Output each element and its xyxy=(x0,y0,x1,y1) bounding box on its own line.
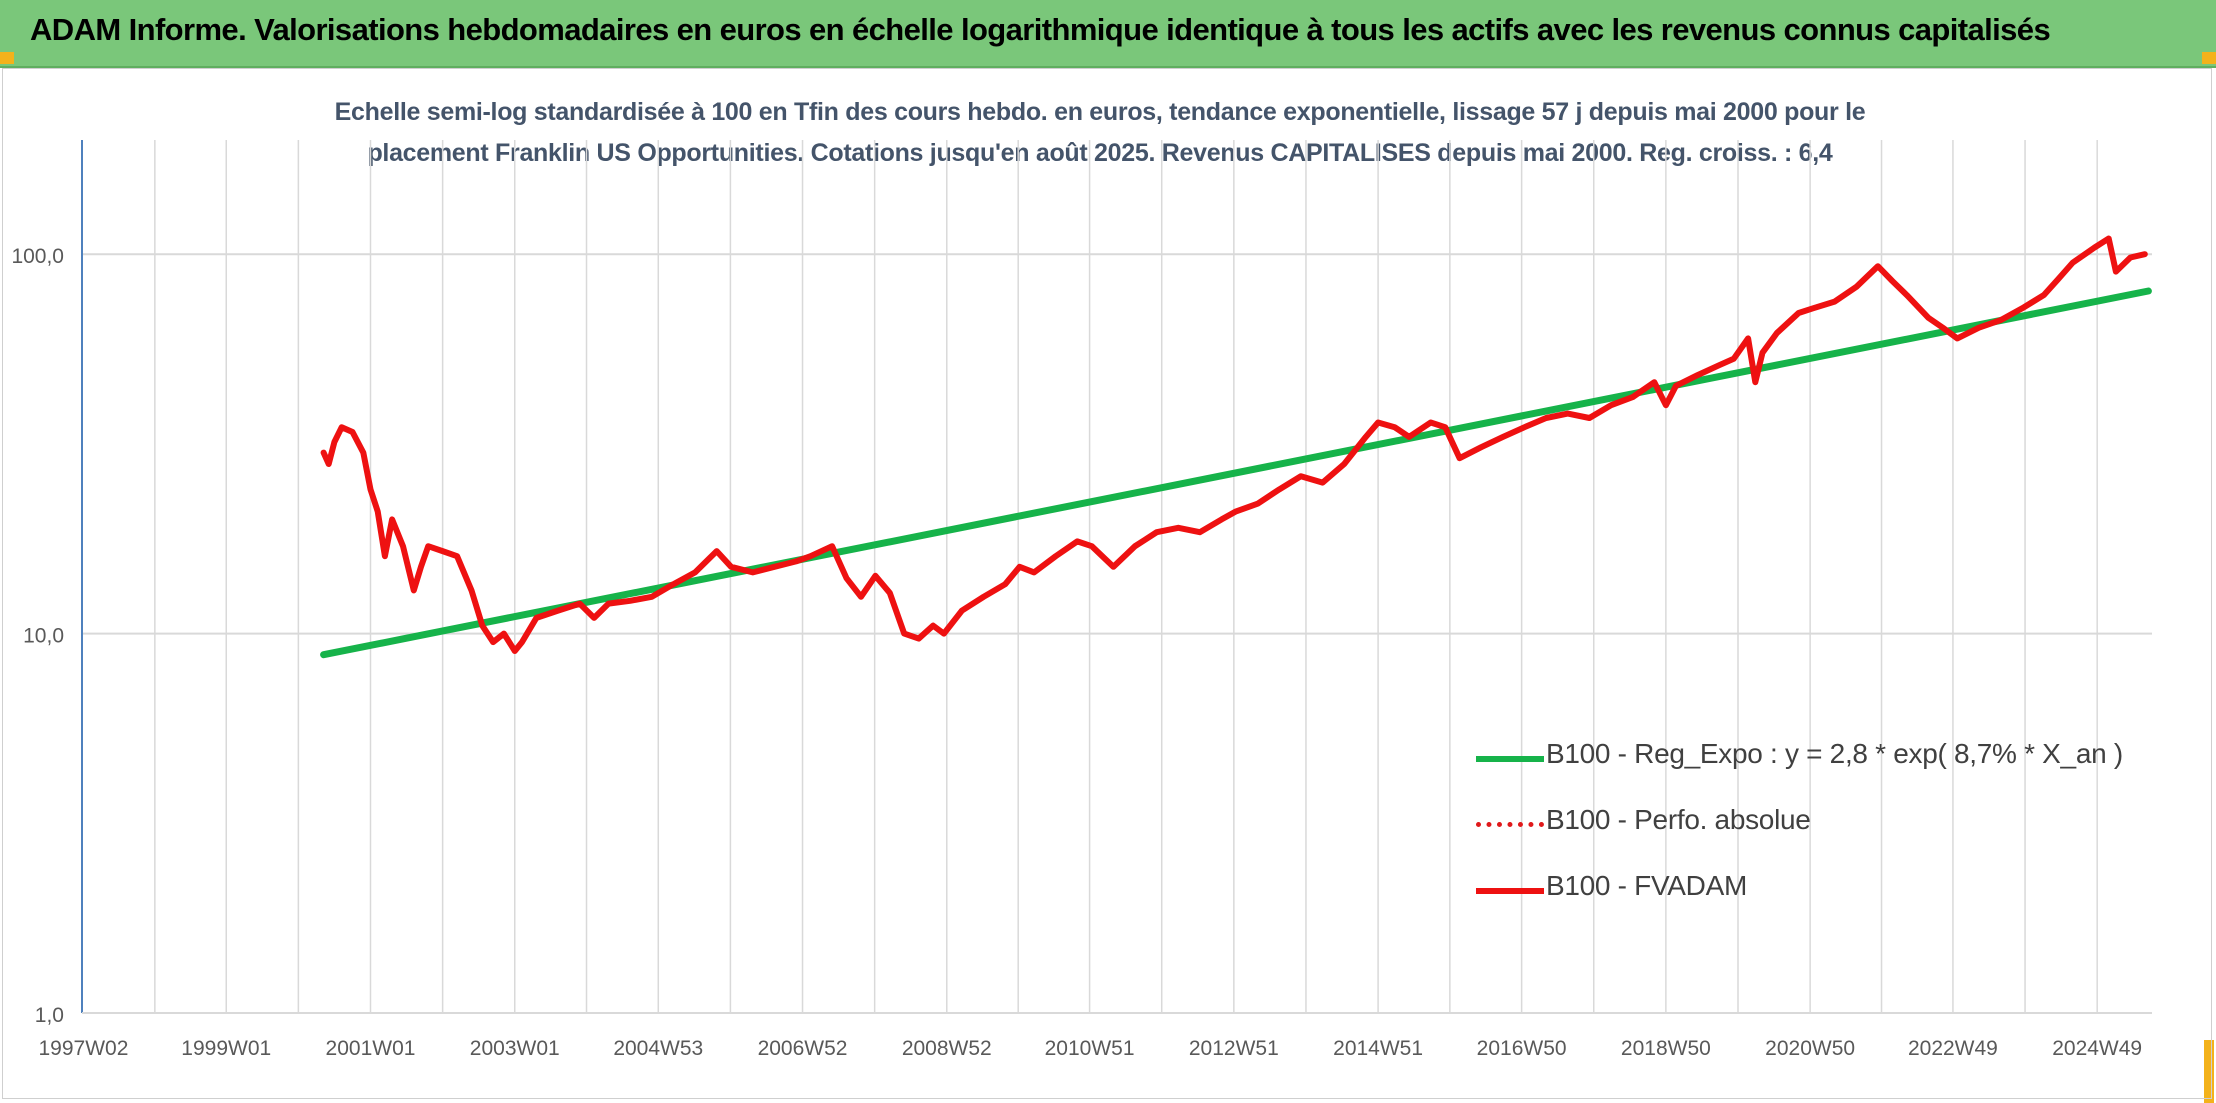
series-line-regression xyxy=(320,287,2152,659)
axis-layer xyxy=(81,140,2152,1014)
x-tick-label: 2004W53 xyxy=(613,1037,703,1060)
chart-title-line-1: Echelle semi-log standardisée à 100 en T… xyxy=(334,98,1866,126)
corner-marker-top-left xyxy=(0,52,14,64)
x-tick-label: 2020W50 xyxy=(1765,1037,1855,1060)
x-tick-label: 2008W52 xyxy=(902,1037,992,1060)
tick-label-layer: 1,0 10,0 100,0 1997W02 1999W01 2001W01 2003W01… xyxy=(11,245,2142,1060)
x-tick-label: 2006W52 xyxy=(758,1037,848,1060)
legend-label-fvadam: B100 - FVADAM xyxy=(1546,870,1747,901)
chart-title: Echelle semi-log standardisée à 100 en T… xyxy=(280,92,1920,174)
x-tick-label: 2010W51 xyxy=(1045,1037,1135,1060)
x-tick-label: 2016W50 xyxy=(1477,1037,1567,1060)
legend-swatch-fvadam xyxy=(1476,888,1544,894)
x-tick-label: 1997W02 xyxy=(38,1037,128,1060)
x-tick-label: 2022W49 xyxy=(1908,1037,1998,1060)
x-tick-label: 2014W51 xyxy=(1333,1037,1423,1060)
y-tick-label: 1,0 xyxy=(35,1004,64,1027)
chart-title-line-2: placement Franklin US Opportunities. Cot… xyxy=(367,139,1833,167)
corner-marker-top-right xyxy=(2202,52,2216,64)
legend-label-regression: B100 - Reg_Expo : y = 2,8 * exp( 8,7% * … xyxy=(1546,738,2123,769)
legend-label-perf-absolue: B100 - Perfo. absolue xyxy=(1546,804,1811,835)
y-tick-label: 10,0 xyxy=(23,625,64,648)
x-tick-label: 2024W49 xyxy=(2052,1037,2142,1060)
x-tick-label: 2018W50 xyxy=(1621,1037,1711,1060)
chart-frame xyxy=(2,68,2212,1099)
report-title: ADAM Informe. Valorisations hebdomadaire… xyxy=(30,12,2051,47)
x-tick-label: 2012W51 xyxy=(1189,1037,1279,1060)
series-line-fvadam xyxy=(320,235,2148,654)
legend-swatch-regression xyxy=(1476,756,1544,762)
series-layer xyxy=(320,235,2152,659)
x-tick-label: 2001W01 xyxy=(326,1037,416,1060)
legend-swatch-perf-absolue xyxy=(1476,822,1544,827)
x-tick-label: 2003W01 xyxy=(470,1037,560,1060)
corner-marker-bottom-right xyxy=(2204,1040,2214,1103)
grid-layer xyxy=(82,140,2152,1013)
y-tick-label: 100,0 xyxy=(11,245,64,268)
x-tick-label: 1999W01 xyxy=(181,1037,271,1060)
report-header: ADAM Informe. Valorisations hebdomadaire… xyxy=(0,0,2216,68)
